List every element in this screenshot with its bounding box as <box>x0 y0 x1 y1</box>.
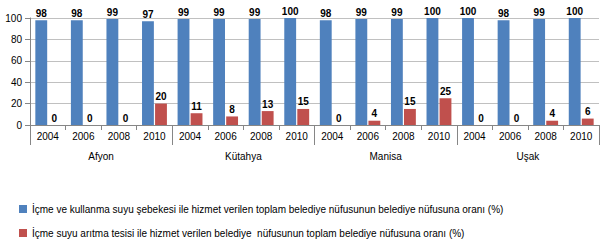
svg-text:Uşak: Uşak <box>516 151 540 162</box>
svg-text:99: 99 <box>178 7 190 18</box>
svg-text:13: 13 <box>262 99 274 110</box>
svg-text:2010: 2010 <box>143 131 166 142</box>
svg-text:11: 11 <box>191 101 202 112</box>
svg-text:98: 98 <box>71 8 83 19</box>
svg-text:15: 15 <box>298 96 310 107</box>
svg-text:2010: 2010 <box>570 131 593 142</box>
svg-text:100: 100 <box>5 13 22 24</box>
svg-text:100: 100 <box>424 6 441 17</box>
svg-text:25: 25 <box>440 86 452 97</box>
svg-text:İçme suyu arıtma tesisi ile hi: İçme suyu arıtma tesisi ile hizmet veril… <box>32 227 464 239</box>
svg-text:99: 99 <box>356 7 368 18</box>
svg-text:2008: 2008 <box>392 131 415 142</box>
svg-text:100: 100 <box>282 6 299 17</box>
svg-text:0: 0 <box>336 113 342 124</box>
svg-text:Manisa: Manisa <box>370 151 403 162</box>
svg-text:60: 60 <box>11 55 23 66</box>
svg-text:99: 99 <box>107 7 119 18</box>
svg-text:80: 80 <box>11 34 23 45</box>
svg-text:8: 8 <box>229 104 235 115</box>
svg-text:2004: 2004 <box>37 131 60 142</box>
svg-text:2010: 2010 <box>428 131 451 142</box>
svg-text:Kütahya: Kütahya <box>225 151 262 162</box>
svg-text:2006: 2006 <box>499 131 522 142</box>
svg-text:99: 99 <box>391 7 403 18</box>
svg-text:98: 98 <box>36 8 48 19</box>
svg-text:4: 4 <box>372 108 378 119</box>
svg-text:0: 0 <box>478 113 484 124</box>
svg-text:20: 20 <box>11 98 23 109</box>
svg-text:4: 4 <box>549 108 555 119</box>
svg-text:98: 98 <box>320 8 332 19</box>
svg-text:99: 99 <box>534 7 546 18</box>
svg-text:97: 97 <box>142 9 154 20</box>
svg-text:2008: 2008 <box>535 131 558 142</box>
svg-text:40: 40 <box>11 77 23 88</box>
svg-text:0: 0 <box>123 113 129 124</box>
svg-text:0: 0 <box>16 120 22 131</box>
svg-text:2008: 2008 <box>108 131 131 142</box>
svg-text:2004: 2004 <box>463 131 486 142</box>
svg-text:100: 100 <box>460 6 477 17</box>
svg-text:20: 20 <box>155 91 167 102</box>
svg-text:0: 0 <box>87 113 93 124</box>
svg-text:2008: 2008 <box>250 131 273 142</box>
svg-text:2006: 2006 <box>72 131 95 142</box>
svg-text:2006: 2006 <box>357 131 380 142</box>
svg-text:2004: 2004 <box>321 131 344 142</box>
svg-text:2006: 2006 <box>214 131 237 142</box>
svg-text:99: 99 <box>214 7 226 18</box>
svg-text:15: 15 <box>404 96 416 107</box>
svg-text:98: 98 <box>498 8 510 19</box>
svg-text:2004: 2004 <box>179 131 202 142</box>
svg-text:Afyon: Afyon <box>88 151 114 162</box>
svg-text:2010: 2010 <box>286 131 309 142</box>
svg-text:İçme ve kullanma suyu şebekesi: İçme ve kullanma suyu şebekesi ile hizme… <box>32 203 503 215</box>
svg-text:0: 0 <box>52 113 58 124</box>
svg-text:100: 100 <box>566 6 583 17</box>
svg-text:99: 99 <box>249 7 261 18</box>
svg-text:0: 0 <box>514 113 520 124</box>
svg-text:6: 6 <box>585 106 591 117</box>
